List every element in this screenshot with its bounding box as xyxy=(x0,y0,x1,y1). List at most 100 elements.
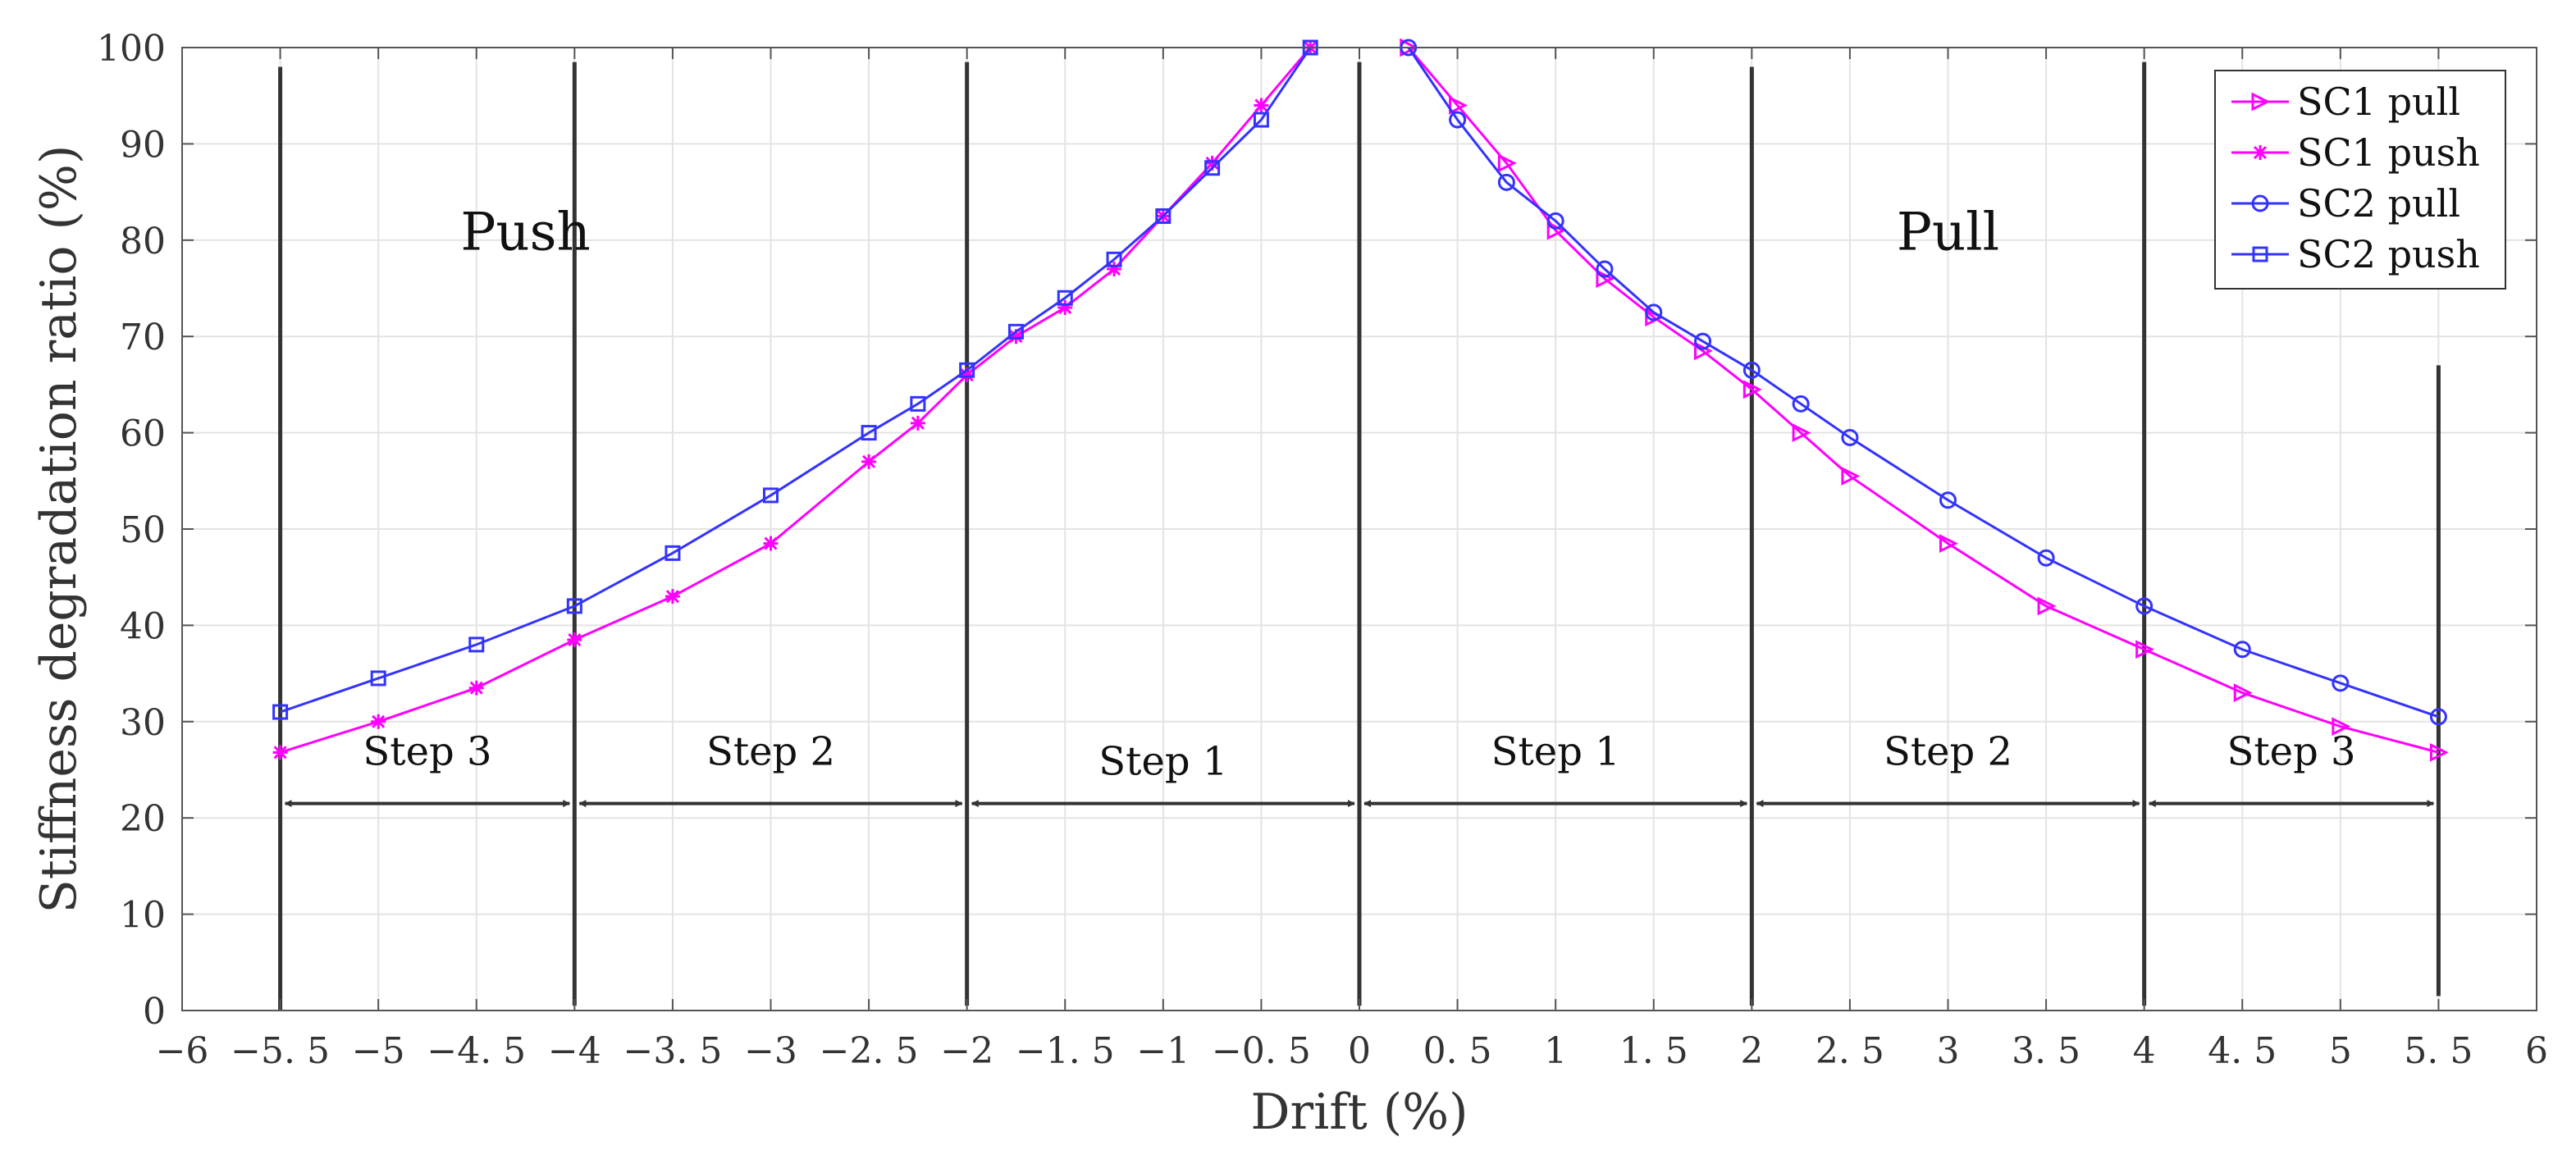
series-line-sc1-push xyxy=(280,47,1312,754)
legend: SC1 pull SC1 push SC2 pull SC2 push xyxy=(2214,70,2506,290)
data-point-sc2-push xyxy=(370,670,386,687)
axis-ticks: −6 −5. 5 −5 −4. 5 −4 −3. 5 −3 −2. 5 −2 −1. 5 −1 −0.… xyxy=(97,28,2548,1072)
data-point-sc1-pull xyxy=(2332,717,2351,737)
series-line-sc2-pull xyxy=(1407,47,2439,719)
legend-box xyxy=(2214,70,2506,290)
data-point-sc2-pull xyxy=(1792,395,1810,413)
data-point-sc2-pull xyxy=(1694,332,1712,350)
y-tick-label: 100 xyxy=(97,28,166,70)
x-tick-label: −6 xyxy=(156,1030,209,1072)
x-tick-label: −0. 5 xyxy=(1212,1030,1311,1072)
data-point-sc2-push xyxy=(468,636,485,653)
data-point-sc1-pull xyxy=(2429,742,2449,762)
data-point-sc2-pull xyxy=(2037,549,2055,567)
legend-label-sc2-pull: SC2 pull xyxy=(2297,181,2460,226)
x-tick-label: 2. 5 xyxy=(1816,1030,1884,1072)
legend-marker-sc2-pull xyxy=(2251,194,2269,212)
data-point-sc2-push xyxy=(1007,323,1024,340)
data-point-sc1-pull xyxy=(2135,640,2155,659)
x-tick-label: 2 xyxy=(1740,1030,1763,1072)
data-point-sc1-push xyxy=(1008,329,1024,344)
data-point-sc1-pull xyxy=(1792,423,1811,443)
x-tick-label: −2 xyxy=(940,1030,993,1072)
data-point-sc1-pull xyxy=(1694,341,1713,361)
data-point-sc2-push xyxy=(1057,290,1073,306)
x-tick-label: −1 xyxy=(1136,1030,1190,1072)
x-tick-label: 6 xyxy=(2525,1030,2548,1072)
data-point-sc2-pull xyxy=(2429,708,2447,726)
x-tick-label: 0. 5 xyxy=(1423,1030,1492,1072)
data-point-sc1-pull xyxy=(1742,380,1762,399)
legend-label-sc1-push: SC1 push xyxy=(2297,130,2480,175)
x-tick-label: 5. 5 xyxy=(2404,1030,2473,1072)
x-tick-label: −1. 5 xyxy=(1016,1030,1115,1072)
x-tick-label: 5 xyxy=(2329,1030,2352,1072)
data-point-sc1-pull xyxy=(1449,96,1468,115)
step-label: Step 2 xyxy=(1884,729,2012,775)
data-point-sc2-pull xyxy=(1742,361,1761,379)
region-label: Push xyxy=(460,203,590,263)
data-point-sc1-push xyxy=(272,745,288,760)
series-group xyxy=(272,38,2449,762)
legend-marker-sc2-push xyxy=(2252,246,2268,262)
legend-marker-sc1-pull xyxy=(2251,92,2271,112)
data-point-sc1-push xyxy=(371,714,386,729)
data-point-sc1-push xyxy=(959,367,975,383)
y-tick-label: 60 xyxy=(120,413,166,455)
data-point-sc1-push xyxy=(468,680,484,696)
y-axis-title: Stiffness degradation ratio (%) xyxy=(30,145,88,914)
data-point-sc1-pull xyxy=(1939,534,1958,554)
data-point-sc1-pull xyxy=(1546,221,1566,240)
data-point-sc2-pull xyxy=(2332,674,2350,692)
data-point-sc1-pull xyxy=(1841,467,1861,486)
step-label: Step 1 xyxy=(1098,738,1227,784)
data-point-sc2-push xyxy=(1253,112,1269,128)
data-point-sc2-push xyxy=(910,395,926,412)
x-tick-label: −4. 5 xyxy=(427,1030,526,1072)
y-tick-label: 70 xyxy=(120,317,166,358)
series-sc2-pull xyxy=(1400,39,2447,726)
data-point-sc2-pull xyxy=(1449,111,1467,129)
data-point-sc1-push xyxy=(910,415,925,431)
y-tick-label: 90 xyxy=(120,124,166,166)
data-point-sc1-push xyxy=(861,454,877,469)
data-point-sc2-push xyxy=(959,362,975,378)
region-labels: Push Pull xyxy=(460,203,1999,263)
y-tick-label: 0 xyxy=(143,991,166,1033)
step-label: Step 2 xyxy=(706,729,835,775)
y-tick-label: 50 xyxy=(120,509,166,551)
data-point-sc1-push xyxy=(1057,299,1073,315)
region-label: Pull xyxy=(1897,203,1999,263)
y-tick-label: 80 xyxy=(120,221,166,262)
x-tick-label: 4. 5 xyxy=(2208,1030,2277,1072)
x-tick-label: −4 xyxy=(548,1030,601,1072)
data-point-sc2-pull xyxy=(1645,303,1663,322)
data-point-sc1-push xyxy=(1204,155,1220,171)
data-point-sc2-pull xyxy=(2233,641,2251,659)
x-tick-label: 1. 5 xyxy=(1619,1030,1688,1072)
x-tick-label: 0 xyxy=(1348,1030,1371,1072)
data-point-sc1-pull xyxy=(1497,153,1517,173)
data-point-sc2-pull xyxy=(1546,212,1564,230)
step-label: Step 1 xyxy=(1491,729,1620,775)
y-tick-label: 20 xyxy=(120,798,166,840)
data-point-sc2-push xyxy=(861,425,877,441)
data-point-sc2-push xyxy=(1204,160,1221,176)
legend-label-sc1-pull: SC1 pull xyxy=(2297,80,2460,124)
step-annotations: Step 3 Step 2 Step 1 Step 1 Step 2 Step 3 xyxy=(284,729,2435,808)
x-tick-label: −2. 5 xyxy=(820,1030,919,1072)
x-tick-label: 3 xyxy=(1937,1030,1960,1072)
data-point-sc2-pull xyxy=(1939,491,1957,509)
data-point-sc2-push xyxy=(566,598,582,614)
data-point-sc2-pull xyxy=(1841,428,1859,446)
data-point-sc2-push xyxy=(665,545,681,561)
y-tick-label: 30 xyxy=(120,702,166,744)
data-point-sc2-push xyxy=(272,704,289,720)
data-point-sc1-push xyxy=(665,589,680,605)
step-divider-lines xyxy=(278,62,2441,1011)
x-tick-label: −3 xyxy=(744,1030,797,1072)
step-label: Step 3 xyxy=(363,729,491,775)
legend-marker-sc1-push xyxy=(2253,145,2268,160)
data-point-sc1-push xyxy=(1254,98,1269,113)
